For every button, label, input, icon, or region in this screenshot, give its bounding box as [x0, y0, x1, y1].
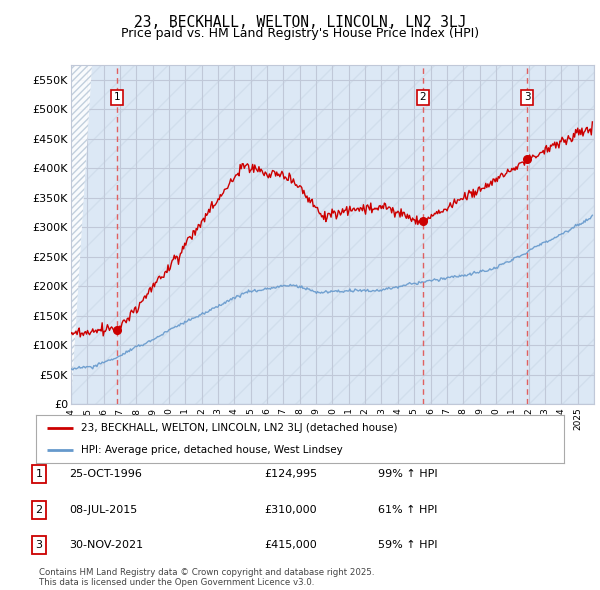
- Text: £124,995: £124,995: [264, 470, 317, 479]
- Text: 30-NOV-2021: 30-NOV-2021: [69, 540, 143, 550]
- Text: 1: 1: [35, 470, 43, 479]
- Text: 59% ↑ HPI: 59% ↑ HPI: [378, 540, 437, 550]
- Text: Contains HM Land Registry data © Crown copyright and database right 2025.
This d: Contains HM Land Registry data © Crown c…: [39, 568, 374, 587]
- Text: HPI: Average price, detached house, West Lindsey: HPI: Average price, detached house, West…: [81, 445, 343, 455]
- Text: 1: 1: [113, 92, 120, 102]
- Text: 3: 3: [524, 92, 530, 102]
- Text: 2: 2: [419, 92, 426, 102]
- Text: 99% ↑ HPI: 99% ↑ HPI: [378, 470, 437, 479]
- Text: £415,000: £415,000: [264, 540, 317, 550]
- Text: 25-OCT-1996: 25-OCT-1996: [69, 470, 142, 479]
- Text: 61% ↑ HPI: 61% ↑ HPI: [378, 505, 437, 514]
- Text: 2: 2: [35, 505, 43, 514]
- Text: £310,000: £310,000: [264, 505, 317, 514]
- Text: 23, BECKHALL, WELTON, LINCOLN, LN2 3LJ (detached house): 23, BECKHALL, WELTON, LINCOLN, LN2 3LJ (…: [81, 423, 397, 433]
- Text: Price paid vs. HM Land Registry's House Price Index (HPI): Price paid vs. HM Land Registry's House …: [121, 27, 479, 40]
- Text: 3: 3: [35, 540, 43, 550]
- Polygon shape: [71, 65, 92, 404]
- Text: 08-JUL-2015: 08-JUL-2015: [69, 505, 137, 514]
- Text: 23, BECKHALL, WELTON, LINCOLN, LN2 3LJ: 23, BECKHALL, WELTON, LINCOLN, LN2 3LJ: [134, 15, 466, 30]
